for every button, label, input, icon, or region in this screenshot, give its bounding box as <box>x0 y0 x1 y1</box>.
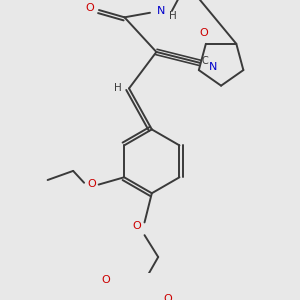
Text: N: N <box>209 62 217 72</box>
Text: O: O <box>133 221 142 231</box>
Text: O: O <box>200 28 208 38</box>
Text: O: O <box>163 294 172 300</box>
Text: O: O <box>85 3 94 13</box>
Text: H: H <box>114 83 122 93</box>
Text: C: C <box>201 56 208 66</box>
Text: N: N <box>157 6 165 16</box>
Text: O: O <box>101 275 110 285</box>
Text: H: H <box>169 11 177 21</box>
Text: O: O <box>87 179 96 189</box>
